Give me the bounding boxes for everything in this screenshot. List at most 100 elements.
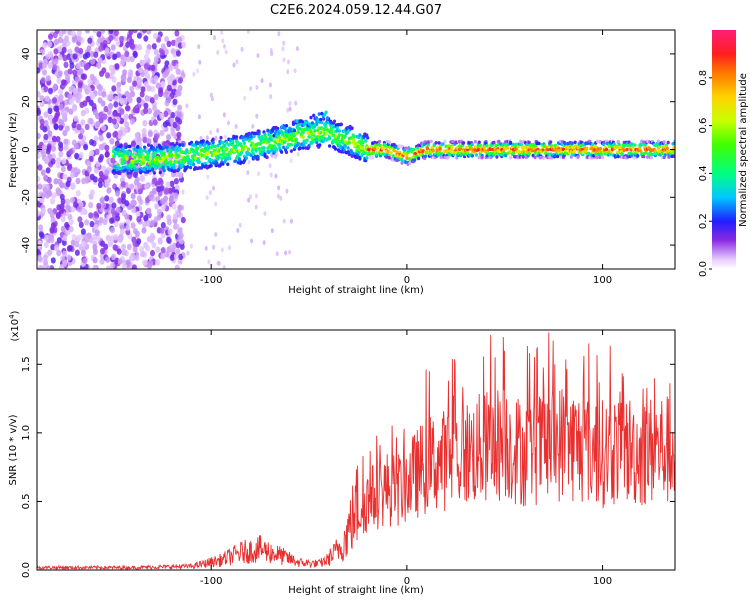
spectrogram-noise-mark [282, 218, 286, 224]
spectrogram-ridge-mark [352, 134, 356, 139]
spectrogram-ridge-mark [234, 146, 238, 150]
spectrogram-noise-mark [209, 130, 213, 135]
spectrogram-ridge-mark [316, 118, 320, 122]
spectrogram-ridge-mark [325, 116, 329, 120]
spectrogram-noise-mark [216, 50, 220, 55]
spectrogram-ridge-mark [213, 144, 217, 149]
spectrogram-noise-mark [60, 225, 66, 233]
spectrogram-noise-mark [108, 196, 114, 204]
spectrogram-ridge-mark [250, 141, 254, 145]
spectrogram-noise-mark [105, 265, 111, 269]
spectrogram-noise-mark [118, 233, 124, 240]
spectrogram-noise-mark [130, 90, 135, 98]
spectrogram-noise-mark [45, 75, 51, 82]
spectrogram-ridge-mark [222, 151, 226, 156]
spectrogram-noise-mark [117, 258, 123, 265]
spectrogram-noise-mark [240, 46, 244, 52]
spectrogram-noise-mark [111, 253, 117, 260]
spectrogram-noise-mark [47, 107, 53, 115]
spectrogram-ridge-mark [625, 147, 629, 152]
spectrogram-ridge-mark [243, 144, 247, 149]
spectrogram-noise-mark [100, 100, 106, 107]
spectrogram-noise-mark [51, 117, 57, 125]
spectrogram-ridge-mark [405, 153, 409, 158]
spectrogram-noise-mark [86, 166, 92, 173]
spectrogram-ridge-mark [434, 141, 438, 145]
spectrogram-ridge-mark [264, 137, 268, 141]
spectrogram-noise-mark [89, 220, 95, 228]
spectrogram-noise-mark [97, 84, 103, 92]
spectrogram-noise-mark [173, 178, 179, 185]
spectrogram-noise-mark [282, 57, 286, 63]
spectrogram-noise-mark [54, 112, 60, 120]
spectrogram-noise-mark [180, 216, 186, 224]
spectrogram-noise-mark [121, 262, 127, 269]
spectrogram-noise-mark [95, 121, 101, 128]
spectrogram-noise-mark [288, 249, 292, 255]
spectrogram-noise-mark [146, 30, 152, 35]
spectrogram-noise-mark [100, 247, 105, 255]
spectrogram-noise-mark [129, 55, 135, 63]
spectrogram-ridge-mark [192, 148, 196, 153]
spectrogram-noise-mark [260, 78, 264, 84]
spectrogram-ridge-mark [211, 137, 215, 142]
spectrogram-ridge-mark [309, 115, 313, 120]
spectrogram-noise-mark [186, 250, 190, 256]
spectrogram-noise-mark [52, 64, 58, 71]
spectrogram-ridge-mark [193, 156, 198, 160]
spectrogram-noise-mark [75, 62, 81, 70]
spectrogram-noise-mark [48, 33, 53, 40]
spectrogram-ridge-mark [511, 151, 516, 155]
spectrogram-ridge-mark [541, 148, 545, 152]
colorbar-tick-label: 0.0 [698, 261, 709, 277]
spectrogram-noise-mark [255, 85, 259, 90]
spectrogram-ridge-mark [412, 147, 416, 152]
spectrogram-noise-mark [171, 203, 177, 210]
spectrogram-ridge-mark [324, 110, 328, 115]
spectrogram-noise-mark [114, 140, 120, 147]
spectrogram-noise-mark [67, 48, 73, 55]
spectrogram-noise-mark [137, 78, 143, 85]
spectrogram-noise-mark [192, 71, 196, 77]
spectrogram-noise-mark [38, 224, 44, 231]
spectrogram-ridge-mark [251, 151, 255, 156]
spectrogram-noise-mark [43, 133, 49, 141]
spectrogram-ridge-mark [233, 148, 237, 153]
spectrogram-ridge-mark [450, 145, 454, 150]
spectrogram-ridge-mark [488, 147, 492, 151]
spectrogram-y-tick-label: -20 [21, 189, 32, 205]
spectrogram-noise-mark [92, 257, 98, 264]
spectrogram-noise-mark [75, 97, 81, 104]
spectrogram-ridge-mark [249, 134, 253, 139]
spectrogram-noise-mark [160, 81, 166, 88]
spectrogram-noise-mark [90, 58, 96, 65]
snr-y-tick-label: 0.5 [21, 493, 32, 509]
spectrogram-noise-mark [128, 30, 134, 36]
spectrogram-ridge-mark [372, 151, 376, 155]
spectrogram-noise-mark [76, 234, 82, 241]
spectrogram-noise-mark [54, 30, 60, 35]
spectrogram-noise-mark [288, 106, 292, 112]
spectrogram-noise-mark [104, 178, 110, 185]
spectrogram-ridge-mark [257, 132, 261, 136]
spectrogram-noise-mark [270, 51, 274, 57]
spectrogram-noise-mark [166, 84, 172, 92]
spectrogram-noise-mark [124, 50, 130, 57]
spectrogram-ridge-mark [244, 156, 248, 160]
spectrogram-noise-mark [110, 157, 116, 164]
spectrogram-noise-mark [156, 186, 162, 193]
spectrogram-noise-mark [92, 30, 98, 34]
spectrogram-noise-mark [74, 76, 80, 83]
spectrogram-noise-mark [37, 67, 41, 74]
spectrogram-noise-mark [136, 238, 142, 245]
spectrogram-ridge-mark [350, 126, 354, 130]
spectrogram-ridge-mark [147, 152, 151, 156]
spectrogram-ridge-mark [197, 160, 201, 164]
spectrogram-noise-mark [56, 188, 62, 196]
spectrogram-ridge-mark [157, 163, 161, 168]
spectrogram-ridge-mark [231, 139, 235, 144]
spectrogram-ridge-mark [576, 155, 580, 159]
spectrogram-noise-mark [151, 241, 157, 249]
spectrogram-ridge-mark [365, 156, 369, 160]
spectrogram-noise-mark [111, 85, 117, 92]
